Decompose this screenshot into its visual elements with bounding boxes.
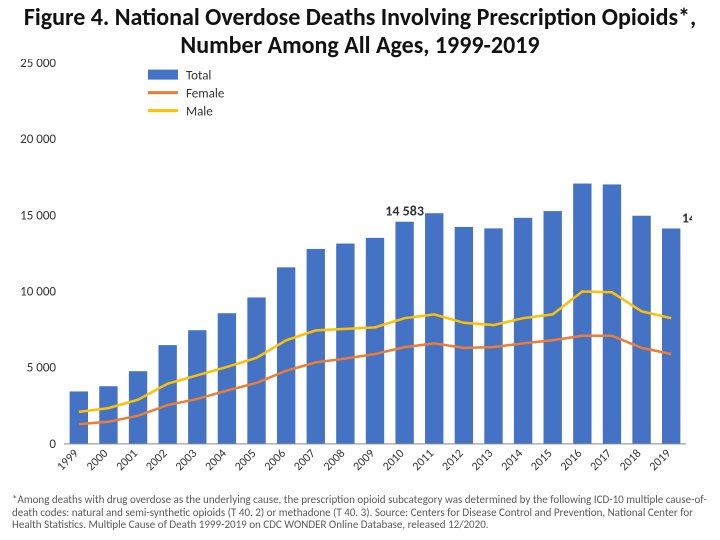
bar-total: [70, 392, 88, 444]
bar-total: [662, 229, 680, 444]
y-tick-label: 15 000: [20, 209, 56, 224]
bar-total: [603, 185, 621, 444]
x-tick-label: 2004: [203, 447, 230, 474]
bar-total: [247, 298, 265, 444]
figure-container: { "title": "Figure 4. National Overdose …: [0, 0, 720, 540]
bar-total: [188, 330, 206, 444]
x-tick-label: 1999: [55, 447, 82, 474]
footnote: *Among deaths with drug overdose as the …: [0, 492, 720, 540]
y-tick-label: 10 000: [20, 285, 56, 300]
data-label: 14 139: [682, 210, 692, 227]
bar-total: [129, 371, 147, 444]
bar-total: [158, 345, 176, 444]
bar-total: [632, 216, 650, 444]
x-tick-label: 2017: [588, 447, 615, 474]
x-tick-label: 2006: [262, 447, 289, 474]
x-tick-label: 2003: [173, 447, 200, 474]
legend-label-male: Male: [186, 105, 213, 120]
bar-total: [514, 218, 532, 444]
bar-total: [425, 213, 443, 444]
x-tick-label: 2005: [232, 447, 259, 474]
bar-total: [455, 227, 473, 444]
y-tick-label: 0: [49, 437, 56, 452]
bar-total: [573, 184, 591, 444]
x-tick-label: 2010: [380, 447, 407, 474]
bar-total: [336, 244, 354, 444]
x-tick-label: 2009: [351, 447, 378, 474]
y-tick-label: 20 000: [20, 132, 56, 147]
bar-total: [99, 386, 117, 444]
bar-total: [395, 222, 413, 444]
bar-total: [366, 238, 384, 444]
x-tick-label: 2015: [528, 447, 555, 474]
chart-area: 05 00010 00015 00020 00025 0001999200020…: [0, 59, 720, 492]
x-tick-label: 2011: [410, 447, 437, 474]
legend: Total Female Male: [148, 69, 224, 120]
x-tick-label: 2001: [114, 447, 141, 474]
bar-total: [218, 313, 236, 444]
x-tick-label: 2012: [440, 447, 467, 474]
data-label: 14 583: [385, 203, 424, 220]
legend-label-female: Female: [186, 87, 224, 102]
y-tick-label: 25 000: [20, 59, 56, 71]
x-tick-label: 2014: [499, 447, 526, 474]
x-tick-label: 2018: [617, 447, 644, 474]
bar-total: [277, 268, 295, 445]
legend-label-total: Total: [186, 69, 211, 84]
x-tick-label: 2016: [558, 447, 585, 474]
x-tick-label: 2019: [647, 447, 674, 474]
legend-swatch-total: [148, 70, 178, 80]
figure-title: Figure 4. National Overdose Deaths Invol…: [0, 0, 720, 59]
bar-total: [307, 249, 325, 444]
bar-total: [484, 229, 502, 445]
chart-svg: 05 00010 00015 00020 00025 0001999200020…: [0, 59, 692, 492]
x-tick-label: 2008: [321, 447, 348, 474]
x-tick-label: 2000: [84, 447, 111, 474]
y-tick-label: 5 000: [27, 361, 57, 376]
x-tick-label: 2002: [143, 447, 170, 474]
x-tick-label: 2013: [469, 447, 496, 474]
x-tick-label: 2007: [291, 447, 318, 474]
bar-total: [544, 211, 562, 444]
